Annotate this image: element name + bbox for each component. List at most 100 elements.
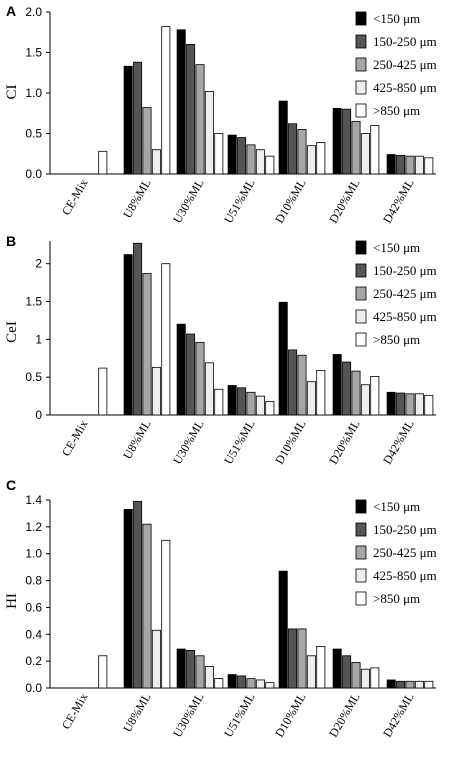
legend-swatch (355, 286, 367, 301)
category-label: D10%ML (272, 177, 308, 226)
category-label: D20%ML (326, 691, 362, 740)
y-tick-label: 1.5 (25, 46, 42, 60)
bar (246, 678, 256, 689)
bar (351, 370, 361, 416)
bar (123, 254, 133, 416)
bar (142, 273, 152, 416)
bar (237, 387, 247, 416)
category-label: CE-Mix (59, 691, 91, 732)
legend-swatch (355, 34, 367, 49)
category-label: D42%ML (380, 691, 416, 740)
y-tick-label: 0.5 (25, 127, 42, 141)
bar (342, 108, 352, 175)
legend-label: <150 μm (373, 499, 420, 514)
chart-panel-B: B CeI 0 0.5 1 1.5 2 CE-Mix U8%ML U30%ML U51%ML D10%… (4, 233, 437, 467)
bar (133, 500, 143, 689)
y-tick-label: 1.0 (25, 86, 42, 100)
category-label: U8%ML (120, 418, 153, 462)
bar (195, 655, 205, 689)
bar (176, 648, 186, 689)
legend-label: >850 μm (373, 103, 420, 118)
bar (123, 508, 133, 689)
category-label: U8%ML (120, 691, 153, 735)
legend-swatch (355, 263, 367, 278)
category-label: U30%ML (170, 691, 206, 740)
category-label: D20%ML (326, 418, 362, 467)
category-label: D10%ML (272, 691, 308, 740)
category-label: CE-Mix (59, 418, 91, 459)
legend-label: 250-425 μm (373, 286, 437, 301)
legend-label: 150-250 μm (373, 263, 437, 278)
category-label: D42%ML (380, 418, 416, 467)
chart-panel-A: A CI 0.0 0.5 1.0 1.5 2.0 CE-Mix U8%ML U30%ML U51%M… (4, 3, 437, 226)
y-tick-label: 0.0 (25, 167, 42, 181)
category-label: U8%ML (120, 177, 153, 221)
legend-label: >850 μm (373, 591, 420, 606)
bar (424, 394, 434, 416)
y-tick-label: 0 (35, 408, 42, 422)
legend-label: 150-250 μm (373, 34, 437, 49)
y-tick-label: 1.0 (25, 547, 42, 561)
bar (151, 149, 161, 175)
bar (161, 263, 171, 416)
bar (214, 133, 224, 175)
chart-panel-C: C HI 0.0 0.2 0.4 0.6 0.8 1.0 1.2 1.4 CE-Mix U8%ML U3… (4, 477, 437, 740)
bar (405, 155, 415, 175)
y-axis-label: HI (4, 593, 20, 609)
bar (176, 29, 186, 175)
bar (386, 679, 396, 689)
panel-letter: C (6, 477, 16, 493)
bar (237, 675, 247, 689)
bar (265, 682, 275, 689)
y-tick-label: 0.8 (25, 574, 42, 588)
y-tick-label: 2.0 (25, 5, 42, 19)
bar (424, 680, 434, 689)
bar (246, 144, 256, 175)
category-label: D10%ML (272, 418, 308, 467)
bar (424, 157, 434, 175)
legend-swatch (355, 309, 367, 324)
legend-label: 425-850 μm (373, 309, 437, 324)
bar (405, 393, 415, 416)
bar (316, 142, 326, 175)
bar (161, 539, 171, 689)
bar (176, 323, 186, 416)
bar (278, 301, 288, 416)
bar (278, 100, 288, 175)
bar (214, 388, 224, 416)
legend-swatch (355, 545, 367, 560)
bar (214, 678, 224, 689)
bar (142, 107, 152, 175)
legend-swatch (355, 240, 367, 255)
bar (195, 341, 205, 416)
y-tick-label: 1.2 (25, 520, 42, 534)
legend-label: 425-850 μm (373, 80, 437, 95)
legend-swatch (355, 591, 367, 606)
y-tick-label: 0.2 (25, 654, 42, 668)
bar (332, 648, 342, 689)
bar (204, 666, 214, 689)
bar (297, 628, 307, 689)
legend-label: 150-250 μm (373, 522, 437, 537)
y-tick-label: 1.4 (25, 493, 42, 507)
bar (98, 150, 108, 175)
bar (186, 650, 196, 689)
bar (396, 154, 406, 175)
category-label: U30%ML (170, 418, 206, 467)
legend-label: 425-850 μm (373, 568, 437, 583)
bar (278, 570, 288, 689)
panel-letter: B (6, 233, 16, 249)
legend-swatch (355, 499, 367, 514)
bar (342, 361, 352, 416)
bar (360, 133, 370, 175)
category-label: U51%ML (221, 418, 257, 467)
bar (142, 523, 152, 689)
bar (306, 381, 316, 416)
bar (288, 628, 298, 689)
bar (204, 90, 214, 175)
legend-swatch (355, 11, 367, 26)
bar (246, 391, 256, 416)
bar (414, 393, 424, 416)
y-tick-label: 0.6 (25, 600, 42, 614)
